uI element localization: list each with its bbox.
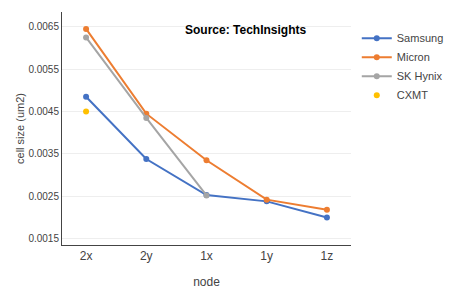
svg-text:1y: 1y — [260, 249, 273, 263]
svg-text:1x: 1x — [200, 249, 213, 263]
svg-text:cell size (um2): cell size (um2) — [14, 93, 26, 164]
svg-text:0.0045: 0.0045 — [28, 106, 59, 117]
svg-text:CXMT: CXMT — [397, 89, 428, 101]
svg-text:SK Hynix: SK Hynix — [397, 70, 443, 82]
svg-text:2x: 2x — [80, 249, 93, 263]
svg-text:0.0025: 0.0025 — [28, 191, 59, 202]
svg-text:2y: 2y — [140, 249, 153, 263]
svg-text:Source: TechInsights: Source: TechInsights — [185, 23, 306, 37]
svg-text:0.0035: 0.0035 — [28, 148, 59, 159]
svg-text:node: node — [193, 275, 220, 289]
svg-text:0.0055: 0.0055 — [28, 64, 59, 75]
svg-text:0.0015: 0.0015 — [28, 233, 59, 244]
svg-text:0.0065: 0.0065 — [28, 21, 59, 32]
svg-text:1z: 1z — [321, 249, 334, 263]
svg-text:Micron: Micron — [397, 51, 430, 63]
svg-text:Samsung: Samsung — [397, 32, 443, 44]
